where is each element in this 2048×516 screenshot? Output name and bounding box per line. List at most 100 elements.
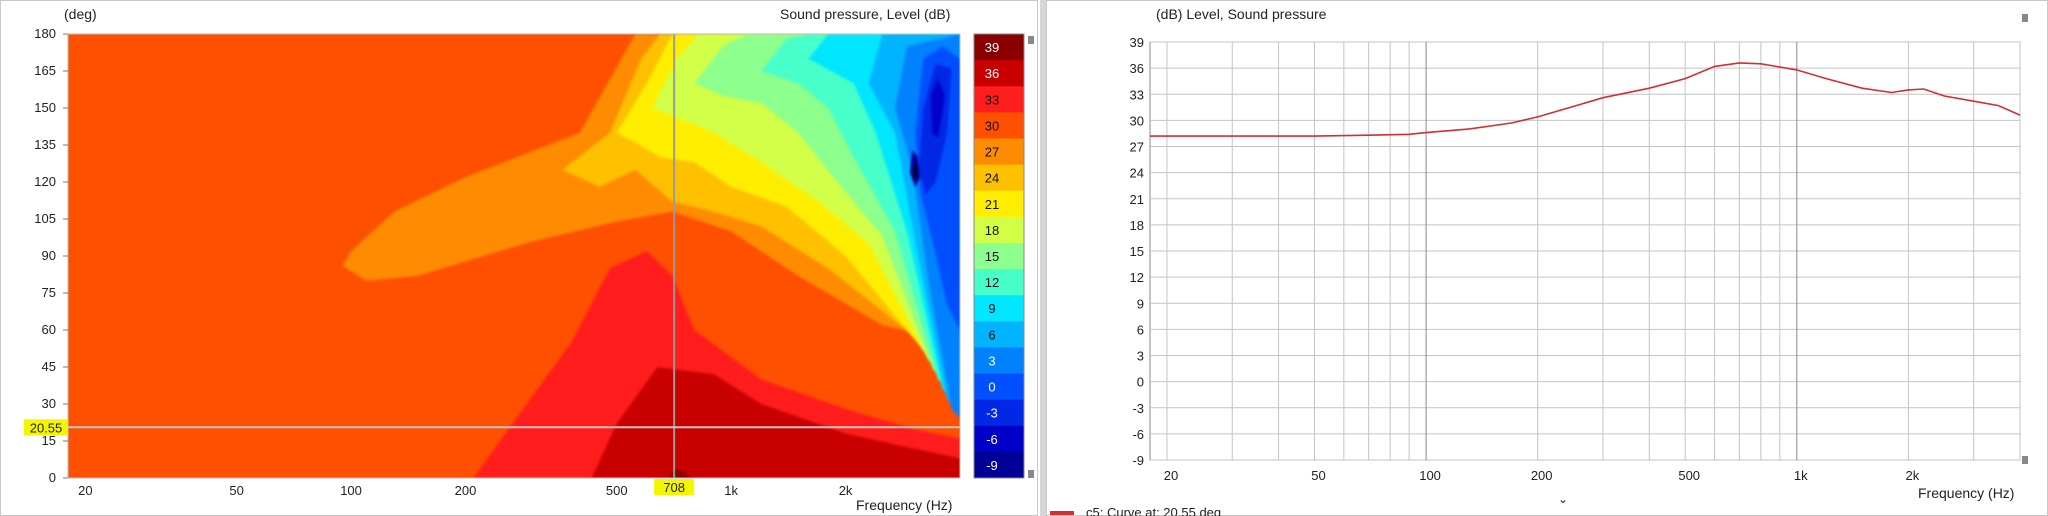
contour-x-tick-label: 500 [606,483,628,498]
colorbar-swatch [974,190,1024,218]
level-x-axis-label: Frequency (Hz) [1918,485,2015,501]
cursor-angle-value: 20.55 [30,420,63,435]
colorbar-level-label: 12 [985,275,999,290]
level-y-tick-label: 36 [1130,61,1144,76]
colorbar-level-label: 15 [985,249,999,264]
colorbar-level-label: 30 [985,118,999,133]
colorbar-swatch [974,34,1024,61]
level-y-tick-label: 30 [1130,113,1144,128]
colorbar-level-label: 36 [985,66,999,81]
colorbar-level-label: 18 [985,223,999,238]
level-y-tick-label: 39 [1130,35,1144,50]
cursor-frequency-value: 708 [663,480,685,495]
contour-title: Sound pressure, Level (dB) [780,6,951,22]
level-y-tick-label: -6 [1132,427,1144,442]
colorbar-swatch [974,269,1024,296]
level-y-tick-label: 27 [1130,140,1144,155]
cursor-angle-badge [24,419,68,436]
colorbar-swatch [974,216,1024,244]
colorbar-swatch [974,112,1024,139]
colorbar-swatch [974,347,1024,375]
colorbar-level-label: 3 [988,353,995,368]
contour-x-tick-label: 2k [839,483,853,498]
colorbar-swatch [974,242,1024,270]
contour-y-tick-label: 165 [34,63,56,78]
level-x-tick-label: 100 [1419,468,1441,483]
contour-y-tick-label: 150 [34,100,56,115]
level-y-tick-label: 24 [1130,166,1144,181]
level-y-tick-label: 0 [1137,375,1144,390]
colorbar-level-label: 6 [988,327,995,342]
colorbar-swatch [974,399,1024,427]
colorbar-frame [973,33,1025,479]
colorbar-level-label: -6 [986,432,998,447]
colorbar-swatch [974,164,1024,192]
legend-swatch [1050,511,1074,515]
colorbar-level-label: 21 [985,197,999,212]
contour-x-axis-label: Frequency (Hz) [856,497,953,513]
level-scroll-top[interactable] [2022,14,2028,22]
contour-y-tick-label: 60 [42,322,56,337]
level-y-tick-label: 6 [1137,322,1144,337]
contour-y-tick-label: 30 [42,396,56,411]
colorbar-swatch [974,321,1024,348]
colorbar-swatch [974,138,1024,166]
level-series-line [1150,62,2021,137]
colorbar-swatch [974,60,1024,87]
colorbar-swatch [974,451,1024,479]
contour-y-tick-label: 120 [34,174,56,189]
level-y-tick-label: 15 [1130,244,1144,259]
level-y-tick-label: 9 [1137,296,1144,311]
colorbar-level-label: -3 [986,406,998,421]
colorbar-level-label: 27 [985,145,999,160]
colorbar-swatch [974,86,1024,113]
contour-x-tick-label: 20 [78,483,92,498]
level-y-tick-label: -3 [1132,401,1144,416]
heatmap-region-minus6db [930,78,945,138]
colorbar-swatch [974,425,1024,453]
colorbar-level-label: 33 [985,92,999,107]
heatmap-region-36db [591,367,960,478]
contour-y-tick-label: 180 [34,26,56,41]
level-y-tick-label: 12 [1130,270,1144,285]
colorbar-level-label: 39 [985,40,999,55]
level-x-tick-label: 50 [1311,468,1325,483]
level-x-tick-label: 1k [1794,468,1808,483]
heatmap-region-minimum [913,162,917,180]
heatmap-region-33db [473,251,960,478]
contour-x-tick-label: 100 [340,483,362,498]
level-chart-title: (dB) Level, Sound pressure [1156,6,1327,22]
level-x-tick-label: 2k [1906,468,1920,483]
contour-y-tick-label: 45 [42,359,56,374]
colorbar-level-label: 24 [985,171,999,186]
colorbar-level-label: 9 [988,301,995,316]
contour-x-tick-label: 50 [229,483,243,498]
level-y-tick-label: 33 [1130,87,1144,102]
contour-y-tick-label: 15 [42,433,56,448]
level-y-tick-label: 18 [1130,218,1144,233]
level-y-tick-label: 21 [1130,192,1144,207]
colorbar-swatch [974,373,1024,401]
panel-splitter[interactable] [1040,0,1046,516]
level-y-tick-label: 3 [1137,349,1144,364]
contour-y-tick-label: 135 [34,137,56,152]
heatmap-regions [68,34,960,478]
contour-y-tick-label: 90 [42,248,56,263]
contour-x-tick-label: 1k [724,483,738,498]
contour-y-tick-label: 75 [42,285,56,300]
expand-chevron-icon[interactable]: ⌄ [1558,492,1569,506]
legend-entry-label: c5: Curve at: 20.55 deg [1086,505,1222,516]
level-y-tick-label: -9 [1132,453,1144,468]
colorbar-scroll-bottom[interactable] [1028,470,1034,478]
contour-y-axis-label: (deg) [64,6,97,22]
contour-y-tick-label: 105 [34,211,56,226]
level-scroll-bottom[interactable] [2022,456,2028,464]
contour-x-tick-label: 200 [455,483,477,498]
cursor-frequency-badge [654,479,695,495]
level-x-tick-label: 200 [1531,468,1553,483]
colorbar-scroll-top[interactable] [1028,36,1034,44]
colorbar-level-label: 0 [988,380,995,395]
colorbar-level-label: -9 [986,458,998,473]
